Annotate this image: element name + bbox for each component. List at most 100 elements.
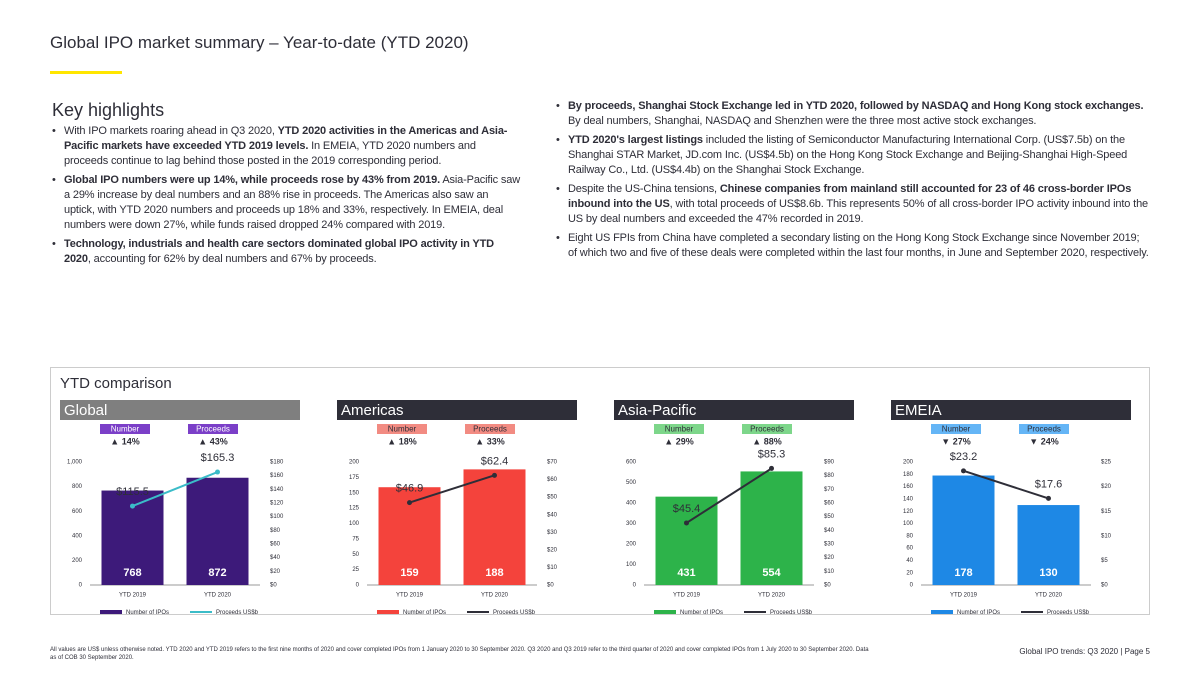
- x-tick-label: YTD 2020: [758, 593, 786, 599]
- line-label: $23.2: [950, 451, 978, 463]
- bullet: Global IPO numbers were up 14%, while pr…: [52, 173, 522, 233]
- line-point: [769, 465, 774, 471]
- y2-tick-label: $10: [547, 565, 558, 571]
- y2-tick-label: $60: [270, 542, 281, 548]
- line: [132, 471, 218, 508]
- tag: [377, 424, 427, 434]
- chart-title: EMEIA: [895, 402, 942, 419]
- tag-change: ▼ 27%: [941, 436, 970, 446]
- y2-tick-label: $5: [1101, 558, 1108, 564]
- tag-change: ▲ 29%: [664, 436, 693, 446]
- y-tick-label: 75: [352, 536, 359, 542]
- y-tick-label: 600: [72, 509, 83, 515]
- chart-title: Americas: [341, 402, 404, 419]
- bar-label: 159: [400, 567, 418, 579]
- legend-label: Number of IPOs: [680, 610, 723, 616]
- x-tick-label: YTD 2019: [673, 593, 701, 599]
- text-run: By proceeds, Shanghai Stock Exchange led…: [568, 100, 1144, 112]
- y2-tick-label: $0: [547, 583, 554, 589]
- y2-tick-label: $180: [270, 460, 284, 466]
- line-label: $45.4: [673, 503, 701, 515]
- legend-swatch: [931, 610, 953, 614]
- text-run: , accounting for 62% by deal numbers and…: [87, 253, 377, 265]
- y-tick-label: 50: [352, 552, 359, 558]
- y-tick-label: 175: [349, 475, 360, 481]
- y-tick-label: 100: [903, 521, 914, 527]
- line-point: [215, 469, 220, 475]
- y-tick-label: 200: [903, 460, 914, 466]
- line-label: $165.3: [201, 452, 235, 464]
- chart-header: [337, 400, 577, 420]
- tag-change: ▲ 14%: [110, 436, 139, 446]
- bar: [186, 477, 249, 585]
- y2-tick-label: $0: [1101, 583, 1108, 589]
- x-tick-label: YTD 2019: [119, 593, 147, 599]
- y-tick-label: 800: [72, 484, 83, 490]
- legend-label: Number of IPOs: [403, 610, 446, 616]
- bar-label: 554: [762, 567, 781, 579]
- tag-change: ▼ 24%: [1029, 436, 1058, 446]
- tag-label: Proceeds: [1027, 425, 1061, 434]
- text-run: Asia-Pacific saw a 29% increase by deal …: [64, 174, 520, 231]
- bullet: With IPO markets roaring ahead in Q3 202…: [52, 124, 522, 169]
- bar-label: 768: [123, 567, 141, 579]
- text-run: Global IPO numbers were up 14%, while pr…: [64, 174, 441, 186]
- line-label: $115.5: [116, 486, 149, 498]
- tag-label: Proceeds: [473, 425, 507, 434]
- bar-label: 130: [1039, 567, 1057, 579]
- bar-label: 431: [677, 567, 695, 579]
- x-tick-label: YTD 2019: [396, 593, 424, 599]
- y-tick-label: 100: [626, 562, 637, 568]
- y-tick-label: 0: [356, 583, 360, 589]
- panel-title: YTD comparison: [60, 375, 172, 392]
- line-label: $46.9: [396, 482, 424, 494]
- line: [409, 474, 495, 504]
- y2-tick-label: $10: [1101, 533, 1112, 539]
- y2-tick-label: $20: [1101, 484, 1112, 490]
- y2-tick-label: $40: [270, 555, 281, 561]
- bullet: Technology, industrials and health care …: [52, 237, 522, 267]
- text-run: Eight US FPIs from China have completed …: [568, 232, 1149, 259]
- line-label: $17.6: [1035, 478, 1063, 490]
- legend-label: Number of IPOs: [957, 610, 1000, 616]
- tag-label: Proceeds: [750, 425, 784, 434]
- y2-tick-label: $70: [824, 487, 835, 493]
- y-tick-label: 100: [349, 521, 360, 527]
- tag: [742, 424, 792, 434]
- legend-label: Proceeds US$b: [493, 610, 536, 616]
- tag: [465, 424, 515, 434]
- y-tick-label: 80: [906, 533, 913, 539]
- y2-tick-label: $30: [824, 542, 835, 548]
- bar-label: 872: [208, 567, 226, 579]
- line-point: [492, 472, 497, 478]
- y2-tick-label: $100: [270, 514, 284, 520]
- y2-tick-label: $90: [824, 460, 835, 466]
- y2-tick-label: $20: [547, 547, 558, 553]
- bullet: Despite the US-China tensions, Chinese c…: [556, 182, 1151, 227]
- line-point: [684, 520, 689, 526]
- legend-swatch: [654, 610, 676, 614]
- chart-header: [60, 400, 300, 420]
- text-run: With IPO markets roaring ahead in Q3 202…: [64, 125, 278, 137]
- y2-tick-label: $20: [824, 555, 835, 561]
- panel-border: [50, 367, 1150, 615]
- text-run: YTD 2020's largest listings: [568, 134, 703, 146]
- y-tick-label: 40: [906, 558, 913, 564]
- text-run: Chinese companies from mainland still ac…: [568, 183, 1132, 210]
- y-tick-label: 25: [352, 567, 359, 573]
- tag-label: Number: [111, 425, 140, 434]
- y2-tick-label: $0: [824, 583, 831, 589]
- bullet: YTD 2020's largest listings included the…: [556, 133, 1151, 178]
- line-label: $62.4: [481, 455, 509, 467]
- y2-tick-label: $140: [270, 487, 284, 493]
- y-tick-label: 120: [903, 509, 914, 515]
- y2-tick-label: $10: [824, 569, 835, 575]
- legend-label: Proceeds US$b: [216, 610, 259, 616]
- line-point: [961, 468, 966, 474]
- legend-label: Proceeds US$b: [1047, 610, 1090, 616]
- y-tick-label: 0: [910, 583, 914, 589]
- tag-label: Number: [665, 425, 694, 434]
- highlights-right: By proceeds, Shanghai Stock Exchange led…: [556, 99, 1151, 265]
- y2-tick-label: $80: [824, 473, 835, 479]
